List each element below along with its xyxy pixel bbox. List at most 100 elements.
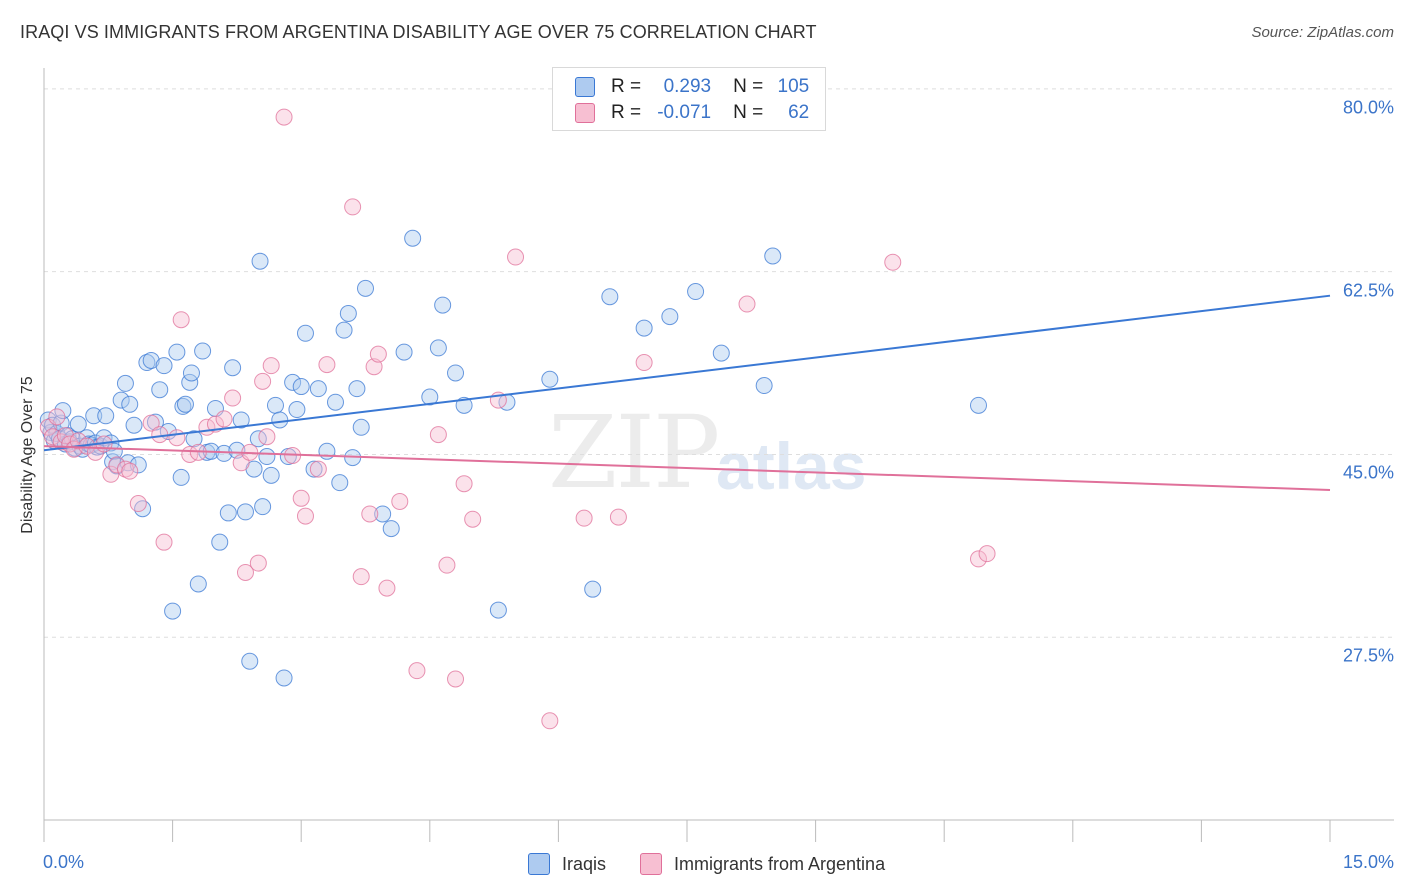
correlation-legend: R = 0.293 N = 105 R = -0.071 N = 62: [552, 67, 826, 131]
argentina-point: [56, 427, 74, 445]
legend-n-value: 62: [788, 102, 810, 123]
argentina-point: [215, 410, 233, 428]
argentina-point: [884, 253, 902, 271]
argentina-point: [116, 460, 134, 478]
iraqi-point: [687, 283, 705, 301]
legend-row-argentina: R = -0.071 N = 62: [575, 101, 809, 125]
legend-r-value: 0.293: [663, 76, 712, 97]
iraqi-point: [129, 456, 147, 474]
argentina-point: [142, 414, 160, 432]
iraqi-point: [164, 602, 182, 620]
iraqi-point: [382, 520, 400, 538]
argentina-point: [309, 460, 327, 478]
y-tick-label: 80.0%: [1342, 97, 1394, 118]
x-tick-label-max: 15.0%: [1342, 852, 1394, 872]
y-tick-label: 45.0%: [1342, 462, 1394, 483]
x-tick-label-min: 0.0%: [43, 852, 85, 872]
iraqi-point: [661, 308, 679, 326]
argentina-point: [168, 429, 186, 447]
iraqi-point: [374, 505, 392, 523]
iraqi-point: [584, 580, 602, 598]
iraqi-point: [185, 430, 203, 448]
iraqi-point: [182, 364, 200, 382]
iraqi-point: [176, 395, 194, 413]
argentina-point: [151, 426, 169, 444]
iraqi-point: [194, 342, 212, 360]
iraqi-point: [429, 339, 447, 357]
iraqi-point: [421, 388, 439, 406]
legend-r-label: R =: [611, 102, 642, 123]
iraqi-point: [601, 288, 619, 306]
bottom-legend-label-argentina: Immigrants from Argentina: [674, 853, 886, 874]
iraqi-point: [262, 466, 280, 484]
iraqi-trend-line: [43, 294, 1331, 452]
y-axis-label: Disability Age Over 75: [19, 376, 36, 534]
iraqi-point: [335, 321, 353, 339]
iraqi-point: [174, 397, 192, 415]
argentina-point: [738, 295, 756, 313]
iraqi-point: [85, 407, 103, 425]
legend-swatch-argentina: [575, 103, 595, 123]
argentina-point: [429, 426, 447, 444]
argentina-point: [507, 248, 525, 266]
argentina-point: [249, 554, 267, 572]
argentina-trend-line: [43, 445, 1331, 491]
iraqi-point: [292, 378, 310, 396]
argentina-point: [275, 108, 293, 126]
bottom-legend-swatch-argentina: [640, 853, 662, 875]
argentina-point: [978, 545, 996, 563]
iraqi-point: [331, 474, 349, 492]
argentina-point: [464, 510, 482, 528]
iraqi-point: [712, 344, 730, 362]
iraqi-point: [254, 498, 272, 516]
iraqi-point: [258, 448, 276, 466]
iraqi-point: [138, 354, 156, 372]
iraqi-point: [219, 504, 237, 522]
iraqi-point: [232, 411, 250, 429]
argentina-point: [254, 372, 272, 390]
iraqi-point: [348, 380, 366, 398]
iraqi-point: [266, 396, 284, 414]
watermark-zip: ZIP: [548, 394, 720, 511]
bottom-legend-argentina: Immigrants from Argentina: [640, 852, 885, 876]
bottom-legend-swatch-iraqis: [528, 853, 550, 875]
y-tick-label: 27.5%: [1342, 645, 1394, 666]
argentina-point: [635, 354, 653, 372]
iraqi-point: [434, 296, 452, 314]
iraqi-point: [309, 380, 327, 398]
argentina-point: [236, 563, 254, 581]
iraqi-point: [288, 401, 306, 419]
iraqi-point: [326, 393, 344, 411]
argentina-point: [408, 662, 426, 680]
iraqi-point: [155, 357, 173, 375]
iraqi-point: [211, 533, 229, 551]
argentina-point: [575, 509, 593, 527]
argentina-point: [48, 408, 66, 426]
bottom-legend-label-iraqis: Iraqis: [562, 853, 607, 874]
legend-n-label: N =: [733, 102, 764, 123]
argentina-point: [129, 495, 147, 513]
argentina-point: [44, 428, 62, 446]
legend-swatch-iraqis: [575, 77, 595, 97]
argentina-point: [365, 358, 383, 376]
legend-r-label: R =: [611, 76, 642, 97]
iraqi-point: [228, 441, 246, 459]
argentina-point: [224, 389, 242, 407]
iraqi-point: [142, 351, 160, 369]
iraqi-point: [54, 402, 72, 420]
source-label: Source: ZipAtlas.com: [1251, 24, 1394, 41]
iraqi-point: [357, 279, 374, 297]
iraqi-point: [224, 359, 242, 377]
argentina-point: [344, 198, 362, 216]
argentina-point: [438, 556, 456, 574]
iraqi-point: [635, 319, 653, 337]
watermark-atlas: atlas: [716, 429, 867, 503]
argentina-point: [121, 462, 139, 480]
iraqi-point: [151, 381, 169, 399]
iraqi-point: [172, 468, 190, 486]
legend-row-iraqis: R = 0.293 N = 105: [575, 75, 809, 99]
iraqi-point: [352, 418, 370, 436]
argentina-point: [541, 712, 559, 730]
y-tick-label: 62.5%: [1342, 280, 1394, 301]
